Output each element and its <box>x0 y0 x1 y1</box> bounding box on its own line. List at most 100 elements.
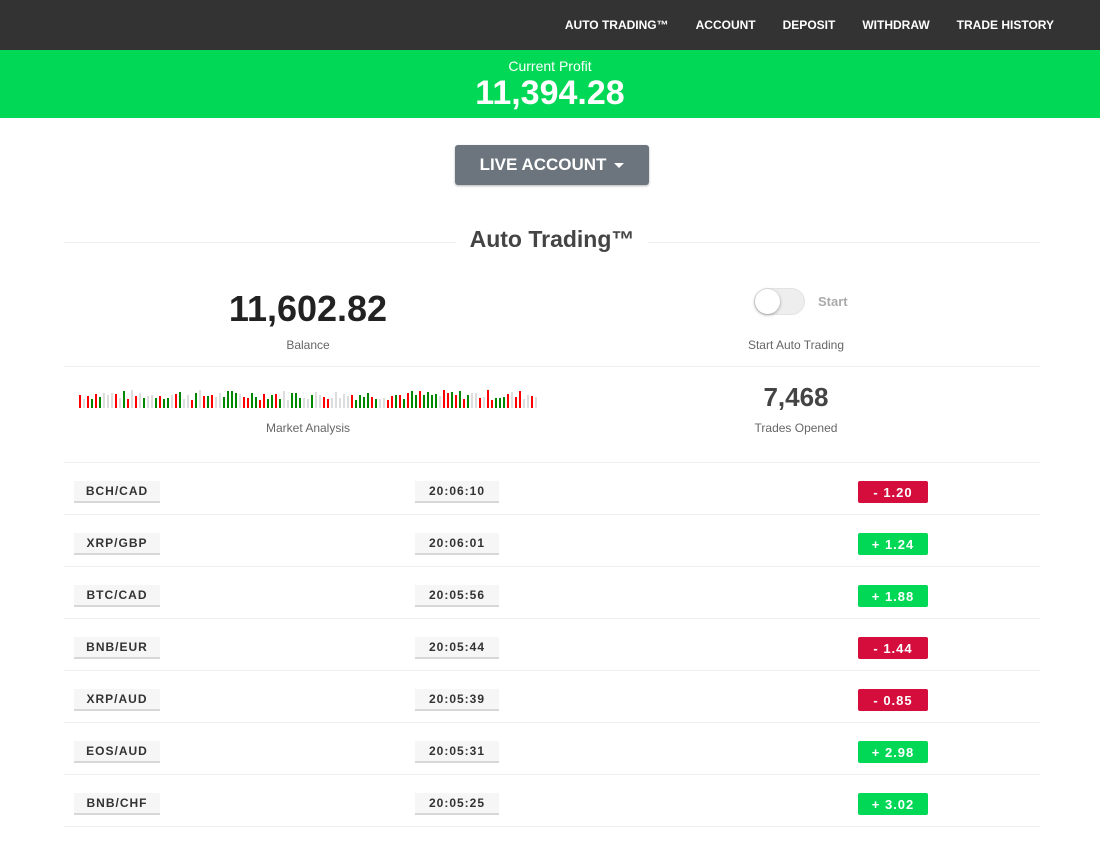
market-bar <box>443 390 445 408</box>
divider <box>64 462 1040 463</box>
market-bar <box>83 399 85 408</box>
trade-row: BNB/EUR 20:05:44 - 1.44 <box>64 619 1040 671</box>
pair-badge: BTC/CAD <box>74 585 160 607</box>
result-badge: + 2.98 <box>858 741 928 763</box>
market-bar <box>187 395 189 408</box>
market-bar <box>243 397 245 408</box>
toggle-caption: Start Auto Trading <box>747 338 845 352</box>
market-bar <box>259 400 261 408</box>
pair-badge: XRP/AUD <box>74 689 160 711</box>
market-bar <box>215 397 217 408</box>
market-bar <box>179 392 181 408</box>
market-bar <box>399 395 401 408</box>
market-bar <box>263 394 265 408</box>
market-bar <box>139 393 141 408</box>
market-bar <box>91 399 93 408</box>
account-label: LIVE ACCOUNT <box>479 155 607 174</box>
market-label: Market Analysis <box>265 421 351 435</box>
market-bar <box>423 395 425 408</box>
market-bar <box>431 395 433 408</box>
market-bar <box>407 393 409 408</box>
trade-row: XRP/GBP 20:06:01 + 1.24 <box>64 515 1040 567</box>
market-bar <box>395 395 397 408</box>
toggle-knob <box>755 289 780 314</box>
market-bar <box>375 399 377 408</box>
trades-label: Trades Opened <box>754 421 838 435</box>
market-bar <box>131 390 133 408</box>
market-bar <box>435 394 437 408</box>
time-badge: 20:05:31 <box>415 741 499 763</box>
market-bar <box>211 395 213 408</box>
market-bar <box>339 398 341 408</box>
trade-row: BTC/CAD 20:05:56 + 1.88 <box>64 567 1040 619</box>
market-bar <box>235 393 237 408</box>
result-badge: - 1.20 <box>858 481 928 503</box>
market-bar <box>427 392 429 408</box>
market-bar <box>155 398 157 408</box>
market-bar <box>315 392 317 408</box>
pair-badge: BNB/EUR <box>74 637 160 659</box>
market-bar <box>247 398 249 408</box>
nav-trade-history[interactable]: TRADE HISTORY <box>956 18 1054 32</box>
divider <box>64 366 1040 367</box>
market-bar <box>135 396 137 408</box>
market-bar <box>171 395 173 408</box>
market-bar <box>119 398 121 408</box>
time-badge: 20:06:10 <box>415 481 499 503</box>
market-bar <box>387 400 389 408</box>
live-account-dropdown[interactable]: LIVE ACCOUNT <box>455 145 649 185</box>
market-bar <box>471 393 473 408</box>
market-bar <box>355 400 357 408</box>
nav-auto-trading[interactable]: AUTO TRADING™ <box>564 18 669 32</box>
market-bar <box>343 394 345 408</box>
trades-value: 7,468 <box>763 382 829 412</box>
market-bar <box>359 395 361 408</box>
market-bar <box>203 396 205 408</box>
market-bar <box>391 396 393 408</box>
market-bar <box>403 399 405 408</box>
market-bar <box>163 399 165 408</box>
section-title-text: Auto Trading™ <box>455 226 649 252</box>
market-analysis-bars <box>79 390 537 408</box>
time-badge: 20:05:44 <box>415 637 499 659</box>
market-bar <box>511 392 513 408</box>
market-bar <box>463 399 465 408</box>
auto-trading-toggle[interactable] <box>754 288 805 315</box>
market-bar <box>531 396 533 408</box>
market-bar <box>491 400 493 408</box>
pair-badge: BNB/CHF <box>74 793 160 815</box>
time-badge: 20:05:25 <box>415 793 499 815</box>
toggle-label: Start <box>818 294 848 309</box>
market-bar <box>367 393 369 408</box>
market-bar <box>307 399 309 408</box>
market-bar <box>351 395 353 408</box>
market-bar <box>123 391 125 408</box>
market-bar <box>499 398 501 408</box>
trade-row: XRP/AUD 20:05:39 - 0.85 <box>64 671 1040 723</box>
result-badge: + 1.88 <box>858 585 928 607</box>
market-bar <box>175 394 177 408</box>
nav-account[interactable]: ACCOUNT <box>695 18 756 32</box>
result-badge: - 0.85 <box>858 689 928 711</box>
market-bar <box>479 398 481 408</box>
market-bar <box>183 399 185 408</box>
market-bar <box>107 395 109 408</box>
market-bar <box>487 390 489 408</box>
pair-badge: XRP/GBP <box>74 533 160 555</box>
market-bar <box>283 391 285 408</box>
nav-withdraw[interactable]: WITHDRAW <box>862 18 930 32</box>
market-bar <box>207 396 209 408</box>
market-bar <box>419 391 421 408</box>
market-bar <box>159 396 161 408</box>
market-bar <box>127 399 129 408</box>
profit-value: 11,394.28 <box>475 74 625 112</box>
market-bar <box>87 396 89 408</box>
market-bar <box>451 392 453 408</box>
nav-deposit[interactable]: DEPOSIT <box>782 18 836 32</box>
market-bar <box>319 395 321 408</box>
time-badge: 20:05:39 <box>415 689 499 711</box>
balance-label: Balance <box>286 338 330 352</box>
market-bar <box>415 395 417 408</box>
profit-label: Current Profit <box>508 58 592 74</box>
market-bar <box>151 395 153 408</box>
